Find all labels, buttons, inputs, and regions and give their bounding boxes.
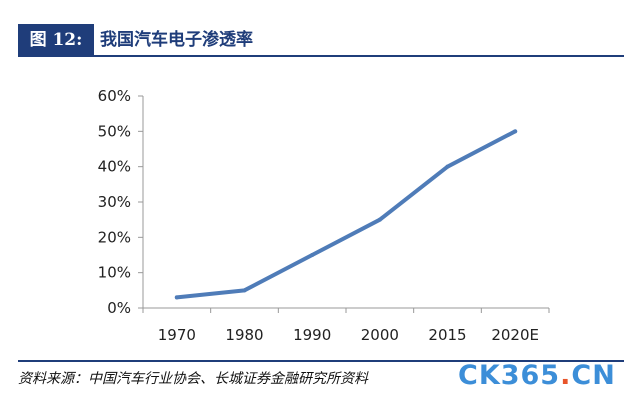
line-chart: 0% 10% 20% 30% 40% 50% 60% 1970 1980 1990 2000 201…	[98, 87, 550, 344]
watermark-dot: .	[560, 360, 572, 391]
y-tick-label: 10%	[98, 264, 131, 282]
data-point	[377, 217, 382, 222]
data-point	[513, 129, 518, 134]
chart-title: 我国汽车电子渗透率	[100, 30, 253, 50]
series-group	[174, 129, 518, 300]
figure-header: 图 12: 我国汽车电子渗透率	[0, 24, 640, 57]
y-tick-label: 20%	[98, 228, 131, 246]
x-tick-label: 2020E	[491, 326, 539, 344]
y-tick-label: 60%	[98, 87, 131, 105]
y-tick-label: 40%	[98, 158, 131, 176]
y-tick-label: 30%	[98, 193, 131, 211]
x-tick-label: 2015	[428, 326, 466, 344]
header-rule	[18, 55, 624, 57]
y-tick-label: 50%	[98, 122, 131, 140]
figure-label: 图 12:	[18, 24, 94, 56]
data-point	[242, 288, 247, 293]
watermark-logo: CK365.CN	[458, 360, 616, 391]
series-line	[174, 129, 518, 300]
x-tick-label: 1980	[225, 326, 263, 344]
x-tick-label: 2000	[361, 326, 399, 344]
data-point	[310, 253, 315, 257]
data-point	[174, 295, 179, 300]
x-tick-label: 1970	[158, 326, 196, 344]
watermark-suffix: CN	[571, 360, 616, 391]
x-tick-label: 1990	[293, 326, 331, 344]
x-axis: 1970 1980 1990 2000 2015 2020E	[142, 307, 550, 344]
source-note: 资料来源：中国汽车行业协会、长城证券金融研究所资料	[18, 371, 368, 387]
y-axis: 0% 10% 20% 30% 40% 50% 60%	[98, 87, 144, 317]
watermark-main: CK365	[458, 360, 561, 391]
data-point	[445, 164, 450, 169]
y-tick-label: 0%	[107, 299, 131, 317]
source-rule	[18, 360, 624, 362]
